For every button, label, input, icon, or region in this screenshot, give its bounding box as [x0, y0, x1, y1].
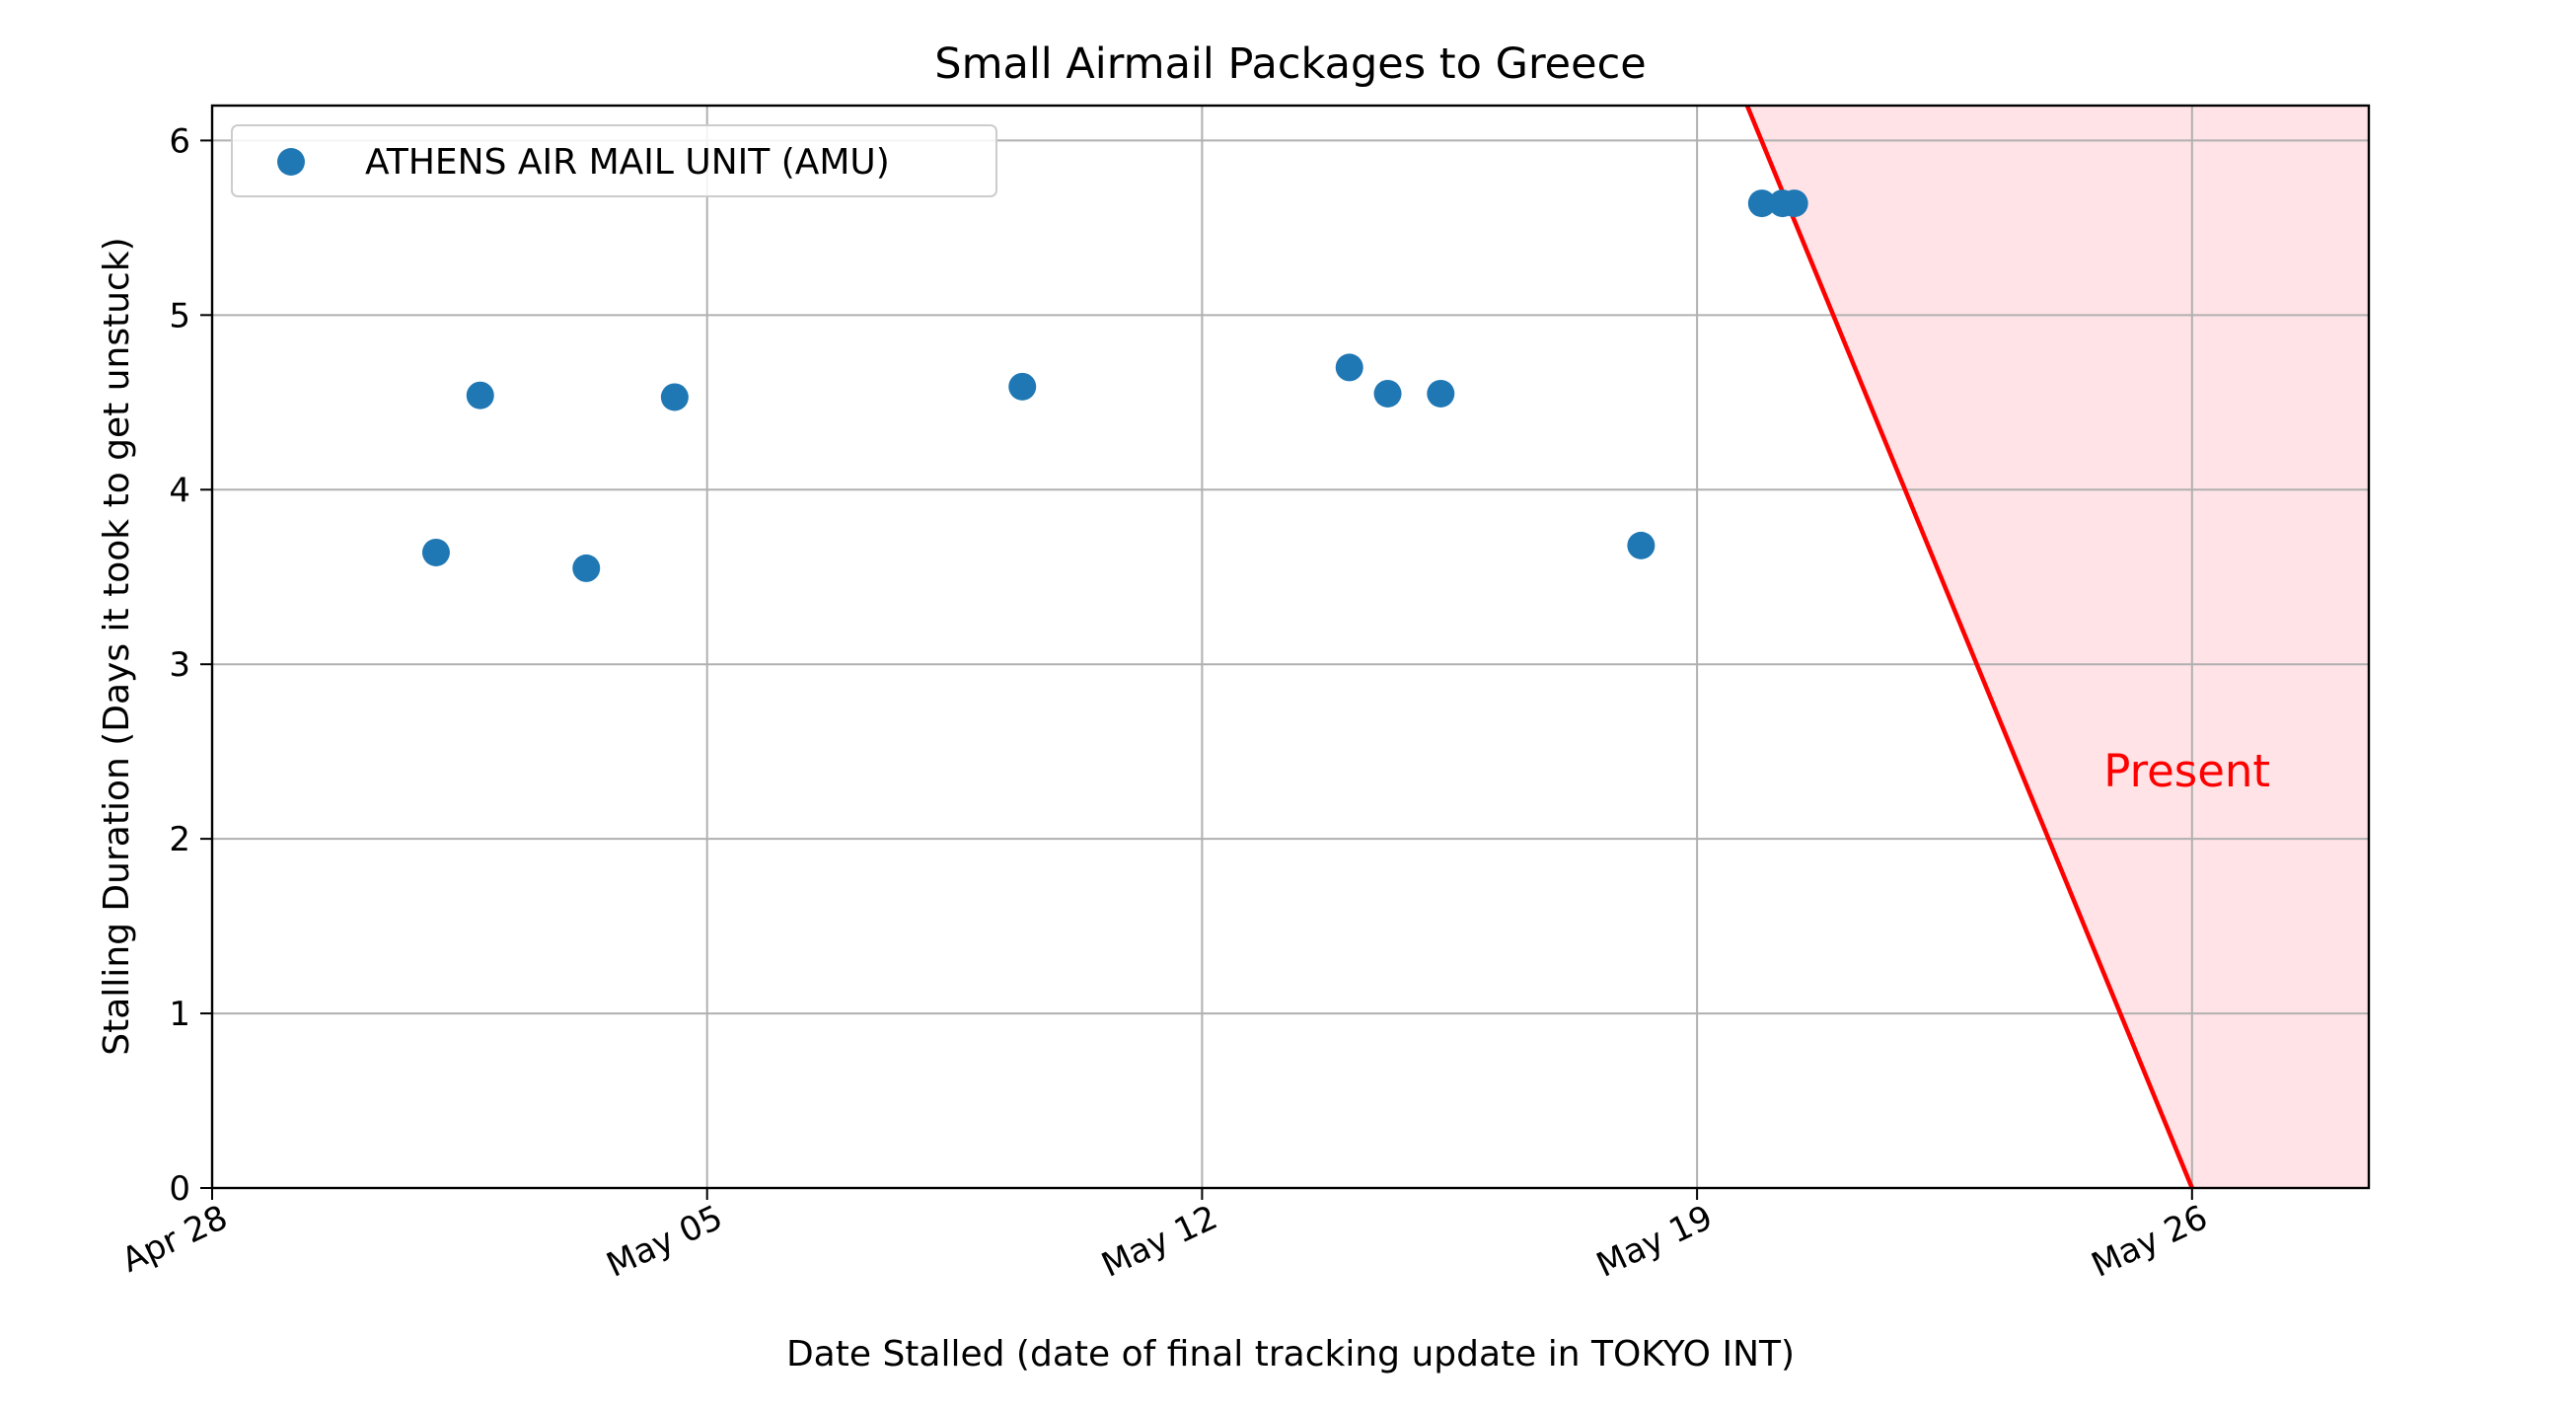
data-point [1008, 372, 1037, 401]
y-tick-label: 1 [169, 995, 190, 1034]
y-tick-label: 3 [169, 645, 190, 685]
legend-box [231, 124, 997, 197]
data-point [1627, 531, 1656, 559]
data-point [572, 554, 601, 582]
x-tick-label: May 12 [1096, 1198, 1224, 1286]
present-line-layer [1744, 106, 2194, 1188]
data-point [1373, 379, 1402, 408]
data-point [1747, 189, 1776, 218]
data-point [466, 381, 494, 409]
y-tick-label: 5 [169, 296, 190, 335]
present-region [1746, 106, 2369, 1188]
data-point [1335, 353, 1363, 382]
chart-title: Small Airmail Packages to Greece [934, 39, 1646, 89]
present-line [1744, 106, 2194, 1188]
y-axis-label: Stalling Duration (Days it took to get u… [97, 237, 137, 1055]
present-region-layer [1746, 106, 2369, 1188]
data-point [660, 383, 689, 411]
data-points [421, 189, 1808, 582]
y-tick-label: 2 [169, 820, 190, 859]
y-tick-label: 0 [169, 1169, 190, 1209]
x-axis-label: Date Stalled (date of final tracking upd… [786, 1334, 1795, 1374]
data-point [1780, 189, 1808, 218]
x-tick-label: May 26 [2086, 1198, 2214, 1286]
legend: ATHENS AIR MAIL UNIT (AMU) [231, 124, 997, 197]
y-tick-label: 4 [169, 471, 190, 510]
annotation-present: Present [2103, 745, 2270, 797]
x-tick-label: May 05 [601, 1198, 729, 1286]
legend-marker [277, 148, 305, 176]
x-tick-label: Apr 28 [116, 1198, 234, 1281]
y-tick-label: 6 [169, 121, 190, 161]
x-tick-label: May 19 [1590, 1198, 1719, 1286]
plot-frame [210, 104, 2371, 1190]
legend-label: ATHENS AIR MAIL UNIT (AMU) [365, 142, 890, 183]
data-point [1427, 379, 1455, 408]
data-point [421, 538, 450, 566]
